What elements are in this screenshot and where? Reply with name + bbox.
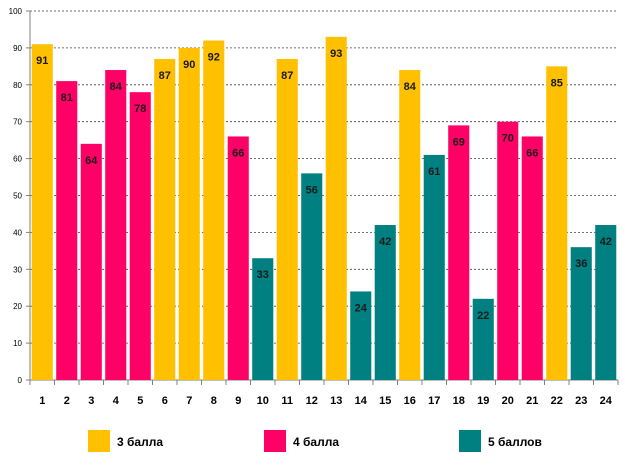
bar — [154, 58, 176, 380]
x-tick-label: 17 — [428, 395, 440, 407]
y-tick-label: 50 — [13, 192, 22, 201]
y-tick-label: 30 — [13, 265, 22, 274]
x-tick-label: 8 — [211, 395, 217, 407]
x-tick-label: 16 — [404, 395, 416, 407]
bar — [252, 258, 274, 380]
y-tick-label: 40 — [13, 228, 22, 237]
x-tick-label: 13 — [330, 395, 342, 407]
bar — [570, 247, 592, 380]
x-tick-label: 21 — [526, 395, 538, 407]
x-tick-label: 5 — [137, 395, 143, 407]
bar — [374, 225, 396, 380]
data-label: 91 — [36, 55, 48, 67]
y-tick-label: 60 — [13, 155, 22, 164]
legend-swatch — [264, 430, 286, 452]
data-label: 84 — [404, 81, 417, 93]
bar — [80, 143, 102, 380]
bar — [325, 36, 347, 381]
y-tick-label: 100 — [9, 7, 23, 16]
data-label: 66 — [526, 147, 538, 159]
x-tick-label: 4 — [113, 395, 120, 407]
bar — [276, 58, 298, 380]
data-label: 22 — [477, 310, 489, 322]
x-tick-label: 11 — [281, 395, 293, 407]
data-label: 64 — [85, 155, 98, 167]
bar — [105, 70, 127, 380]
bar — [448, 125, 470, 380]
data-label: 70 — [502, 133, 514, 145]
x-tick-label: 7 — [186, 395, 192, 407]
data-label: 87 — [159, 70, 171, 82]
bar — [521, 136, 543, 380]
x-tick-label: 3 — [88, 395, 94, 407]
x-tick-label: 24 — [600, 395, 613, 407]
x-tick-label: 6 — [162, 395, 168, 407]
data-label: 61 — [428, 166, 440, 178]
data-label: 36 — [575, 258, 587, 270]
x-tick-label: 23 — [575, 395, 587, 407]
y-tick-label: 20 — [13, 302, 22, 311]
x-tick-label: 10 — [257, 395, 269, 407]
x-tick-label: 19 — [477, 395, 489, 407]
data-label: 90 — [183, 59, 195, 71]
data-label: 69 — [453, 136, 465, 148]
legend-swatch — [88, 430, 110, 452]
bar — [178, 47, 200, 381]
bar — [399, 70, 421, 380]
bar — [31, 44, 53, 381]
data-label: 24 — [355, 302, 368, 314]
y-tick-label: 70 — [13, 118, 22, 127]
data-label: 66 — [232, 147, 244, 159]
y-tick-label: 0 — [18, 376, 23, 385]
x-tick-label: 2 — [64, 395, 70, 407]
data-label: 87 — [281, 70, 293, 82]
bar — [203, 40, 225, 381]
data-label: 84 — [110, 81, 123, 93]
y-tick-label: 10 — [13, 339, 22, 348]
data-label: 85 — [551, 77, 563, 89]
x-tick-label: 20 — [502, 395, 514, 407]
x-tick-label: 22 — [551, 395, 563, 407]
data-label: 81 — [61, 92, 73, 104]
data-label: 42 — [600, 236, 612, 248]
bar — [546, 66, 568, 380]
data-label: 93 — [330, 48, 342, 60]
data-label: 92 — [208, 52, 220, 64]
bar — [595, 225, 617, 380]
bar — [227, 136, 249, 380]
x-tick-label: 14 — [355, 395, 368, 407]
x-tick-label: 15 — [379, 395, 391, 407]
legend-label: 4 балла — [293, 435, 339, 449]
bar — [301, 173, 323, 380]
bar — [497, 121, 519, 380]
x-tick-label: 1 — [39, 395, 45, 407]
bar — [56, 81, 78, 381]
data-label: 78 — [134, 103, 146, 115]
bar — [350, 291, 372, 380]
legend-label: 3 балла — [117, 435, 163, 449]
bar — [129, 92, 151, 381]
bar — [472, 298, 494, 380]
bar — [423, 154, 445, 380]
data-label: 42 — [379, 236, 391, 248]
x-tick-label: 9 — [235, 395, 241, 407]
y-tick-label: 90 — [13, 44, 22, 53]
legend-swatch — [459, 430, 481, 452]
x-tick-label: 18 — [453, 395, 465, 407]
data-label: 56 — [306, 184, 318, 196]
legend-label: 5 баллов — [488, 435, 542, 449]
data-label: 33 — [257, 269, 269, 281]
y-tick-label: 80 — [13, 81, 22, 90]
x-tick-label: 12 — [306, 395, 318, 407]
